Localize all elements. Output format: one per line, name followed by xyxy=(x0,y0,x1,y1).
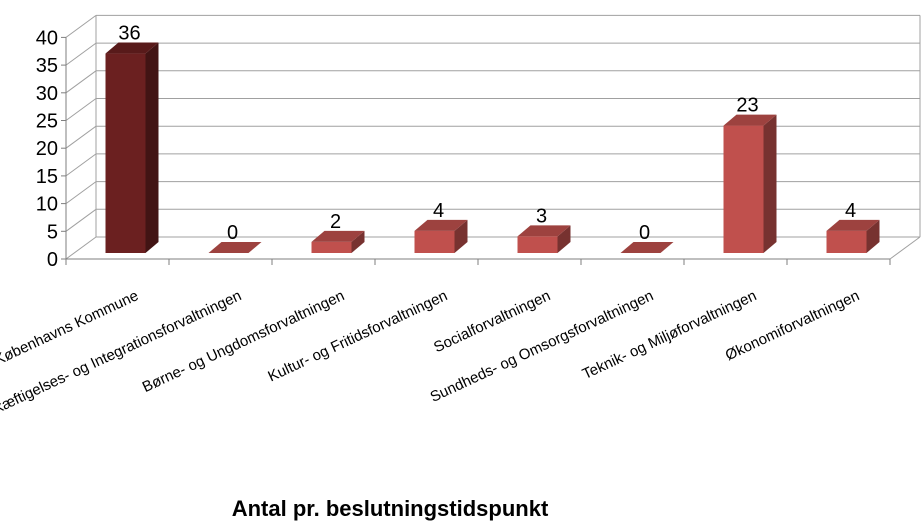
gridline-side xyxy=(66,99,96,121)
floor-right-edge xyxy=(890,237,920,259)
y-tick-label: 20 xyxy=(36,138,58,160)
data-label: 4 xyxy=(845,200,856,222)
bar-front xyxy=(312,242,352,253)
gridline-side xyxy=(66,71,96,93)
bar-front xyxy=(724,126,764,253)
bar-front xyxy=(518,236,558,253)
gridline-side xyxy=(66,237,96,259)
bar xyxy=(827,220,880,253)
category-label: Kultur- og Fritidsforvaltningen xyxy=(265,287,450,385)
bar xyxy=(518,225,571,253)
bar-front xyxy=(827,231,867,253)
y-tick-label: 40 xyxy=(36,27,58,49)
gridline-side xyxy=(66,209,96,231)
data-label: 0 xyxy=(639,222,650,244)
y-tick-label: 35 xyxy=(36,55,58,77)
data-label: 4 xyxy=(433,200,444,222)
gridline-side xyxy=(66,126,96,148)
y-tick-label: 25 xyxy=(36,111,58,133)
bar xyxy=(312,231,365,253)
category-label: Børne- og Ungdomsforvaltningen xyxy=(140,287,347,396)
bar xyxy=(724,115,777,253)
y-tick-label: 0 xyxy=(47,249,58,271)
category-label: Teknik- og Miljøforvaltningen xyxy=(580,287,759,383)
bar xyxy=(106,43,159,253)
y-tick-label: 15 xyxy=(36,166,58,188)
chart-title: Antal pr. beslutningstidspunkt xyxy=(0,496,780,522)
bar-side xyxy=(764,115,777,253)
data-label: 23 xyxy=(736,95,758,117)
data-label: 36 xyxy=(118,23,140,45)
data-label: 3 xyxy=(536,205,547,227)
bar-layer xyxy=(106,43,880,253)
bar xyxy=(415,220,468,253)
bar-side xyxy=(146,43,159,253)
bar-front xyxy=(415,231,455,253)
bar-front xyxy=(106,54,146,253)
y-tick-label: 5 xyxy=(47,221,58,243)
y-tick-label: 30 xyxy=(36,83,58,105)
gridline-side xyxy=(66,182,96,204)
grid-layer xyxy=(66,15,920,259)
gridline-side xyxy=(66,43,96,65)
data-label: 0 xyxy=(227,222,238,244)
data-label: 2 xyxy=(330,211,341,233)
gridline-side xyxy=(66,154,96,176)
gridline-side xyxy=(66,15,96,37)
y-tick-label: 10 xyxy=(36,194,58,216)
